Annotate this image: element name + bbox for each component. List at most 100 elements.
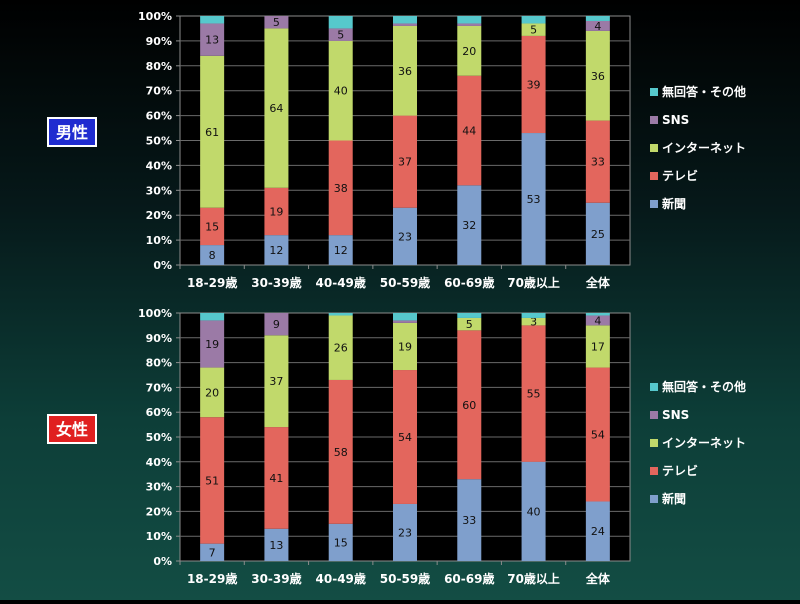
bar-segment (393, 25, 417, 116)
legend-swatch (650, 88, 658, 96)
y-tick-label: 20% (146, 505, 172, 518)
data-label: 19 (398, 340, 412, 353)
y-tick-label: 0% (153, 555, 172, 568)
bar-segment (585, 313, 610, 316)
data-label: 26 (334, 342, 348, 355)
bar-segment (328, 16, 353, 29)
x-tick-label: 全体 (585, 571, 611, 586)
bar-segment (200, 417, 225, 544)
y-tick-label: 80% (146, 357, 172, 370)
x-tick-label: 60-69歳 (444, 275, 494, 290)
bar-segment (393, 370, 417, 504)
x-tick-label: 70歳以上 (507, 571, 560, 586)
y-tick-label: 20% (146, 209, 172, 222)
bar-segment (264, 335, 289, 428)
data-label: 53 (527, 193, 541, 206)
bar-segment (393, 320, 417, 323)
bar-segment (264, 427, 289, 529)
y-tick-label: 70% (146, 381, 172, 394)
bar-segment (393, 503, 417, 561)
bar-segment (521, 325, 546, 462)
data-label: 36 (398, 65, 412, 78)
legend-swatch (650, 200, 658, 208)
bar-segment (585, 315, 610, 326)
bar-segment (200, 207, 225, 246)
data-label: 4 (594, 314, 601, 327)
bar-segment (328, 523, 353, 561)
bar-segment (264, 28, 289, 188)
y-tick-label: 50% (146, 431, 172, 444)
bar-segment (521, 461, 546, 561)
bar-segment (457, 317, 482, 331)
data-label: 58 (334, 446, 348, 459)
bar-segment (585, 367, 610, 502)
bar-segment (200, 16, 225, 24)
x-tick-label: 40-49歳 (316, 571, 366, 586)
data-label: 12 (269, 244, 283, 257)
bar-segment (585, 202, 610, 265)
legend-label: SNS (662, 113, 689, 127)
legend-label: 新聞 (662, 196, 686, 211)
data-label: 17 (591, 340, 605, 353)
bar-segment (393, 23, 417, 26)
bar-segment (521, 35, 546, 134)
bar-segment (328, 235, 353, 265)
y-tick-label: 40% (146, 456, 172, 469)
bar-segment (457, 23, 482, 26)
bar-segment (585, 120, 610, 203)
data-label: 40 (334, 85, 348, 98)
chart-title-badge (47, 414, 97, 444)
data-label: 37 (269, 375, 283, 388)
data-label: 23 (398, 230, 412, 243)
y-tick-label: 30% (146, 481, 172, 494)
data-label: 40 (527, 505, 541, 518)
data-label: 15 (334, 536, 348, 549)
data-label: 38 (334, 182, 348, 195)
bar-segment (200, 320, 225, 368)
data-label: 51 (205, 474, 219, 487)
bar-segment (457, 479, 482, 561)
bar-segment (585, 501, 610, 561)
data-label: 9 (273, 318, 280, 331)
data-label: 54 (398, 431, 412, 444)
x-tick-label: 50-59歳 (380, 275, 430, 290)
chart-title: 男性 (56, 123, 88, 142)
x-tick-label: 18-29歳 (187, 275, 237, 290)
data-label: 3 (530, 316, 537, 329)
bar-segment (521, 23, 546, 36)
x-tick-label: 30-39歳 (251, 275, 301, 290)
data-label: 55 (527, 388, 541, 401)
data-label: 8 (209, 249, 216, 262)
bar-segment (393, 115, 417, 208)
bar-segment (328, 28, 353, 41)
data-label: 24 (591, 525, 605, 538)
data-label: 41 (269, 472, 283, 485)
legend-swatch (650, 439, 658, 447)
data-label: 60 (462, 399, 476, 412)
bar-segment (200, 55, 225, 208)
y-tick-label: 70% (146, 85, 172, 98)
bar-segment (521, 133, 546, 265)
data-label: 19 (205, 338, 219, 351)
bar-segment (585, 325, 610, 368)
y-tick-label: 10% (146, 234, 172, 247)
data-label: 25 (591, 228, 605, 241)
data-label: 33 (591, 156, 605, 169)
bar-segment (264, 187, 289, 236)
data-label: 37 (398, 156, 412, 169)
data-label: 33 (462, 514, 476, 527)
x-tick-label: 50-59歳 (380, 571, 430, 586)
legend-swatch (650, 411, 658, 419)
bar-segment (521, 317, 546, 326)
data-label: 5 (337, 29, 344, 42)
data-label: 12 (334, 244, 348, 257)
bar-segment (200, 313, 225, 321)
legend-swatch (650, 383, 658, 391)
x-tick-label: 70歳以上 (507, 275, 560, 290)
y-tick-label: 90% (146, 332, 172, 345)
x-tick-label: 30-39歳 (251, 571, 301, 586)
y-tick-label: 100% (138, 307, 172, 320)
bar-segment (393, 16, 417, 24)
